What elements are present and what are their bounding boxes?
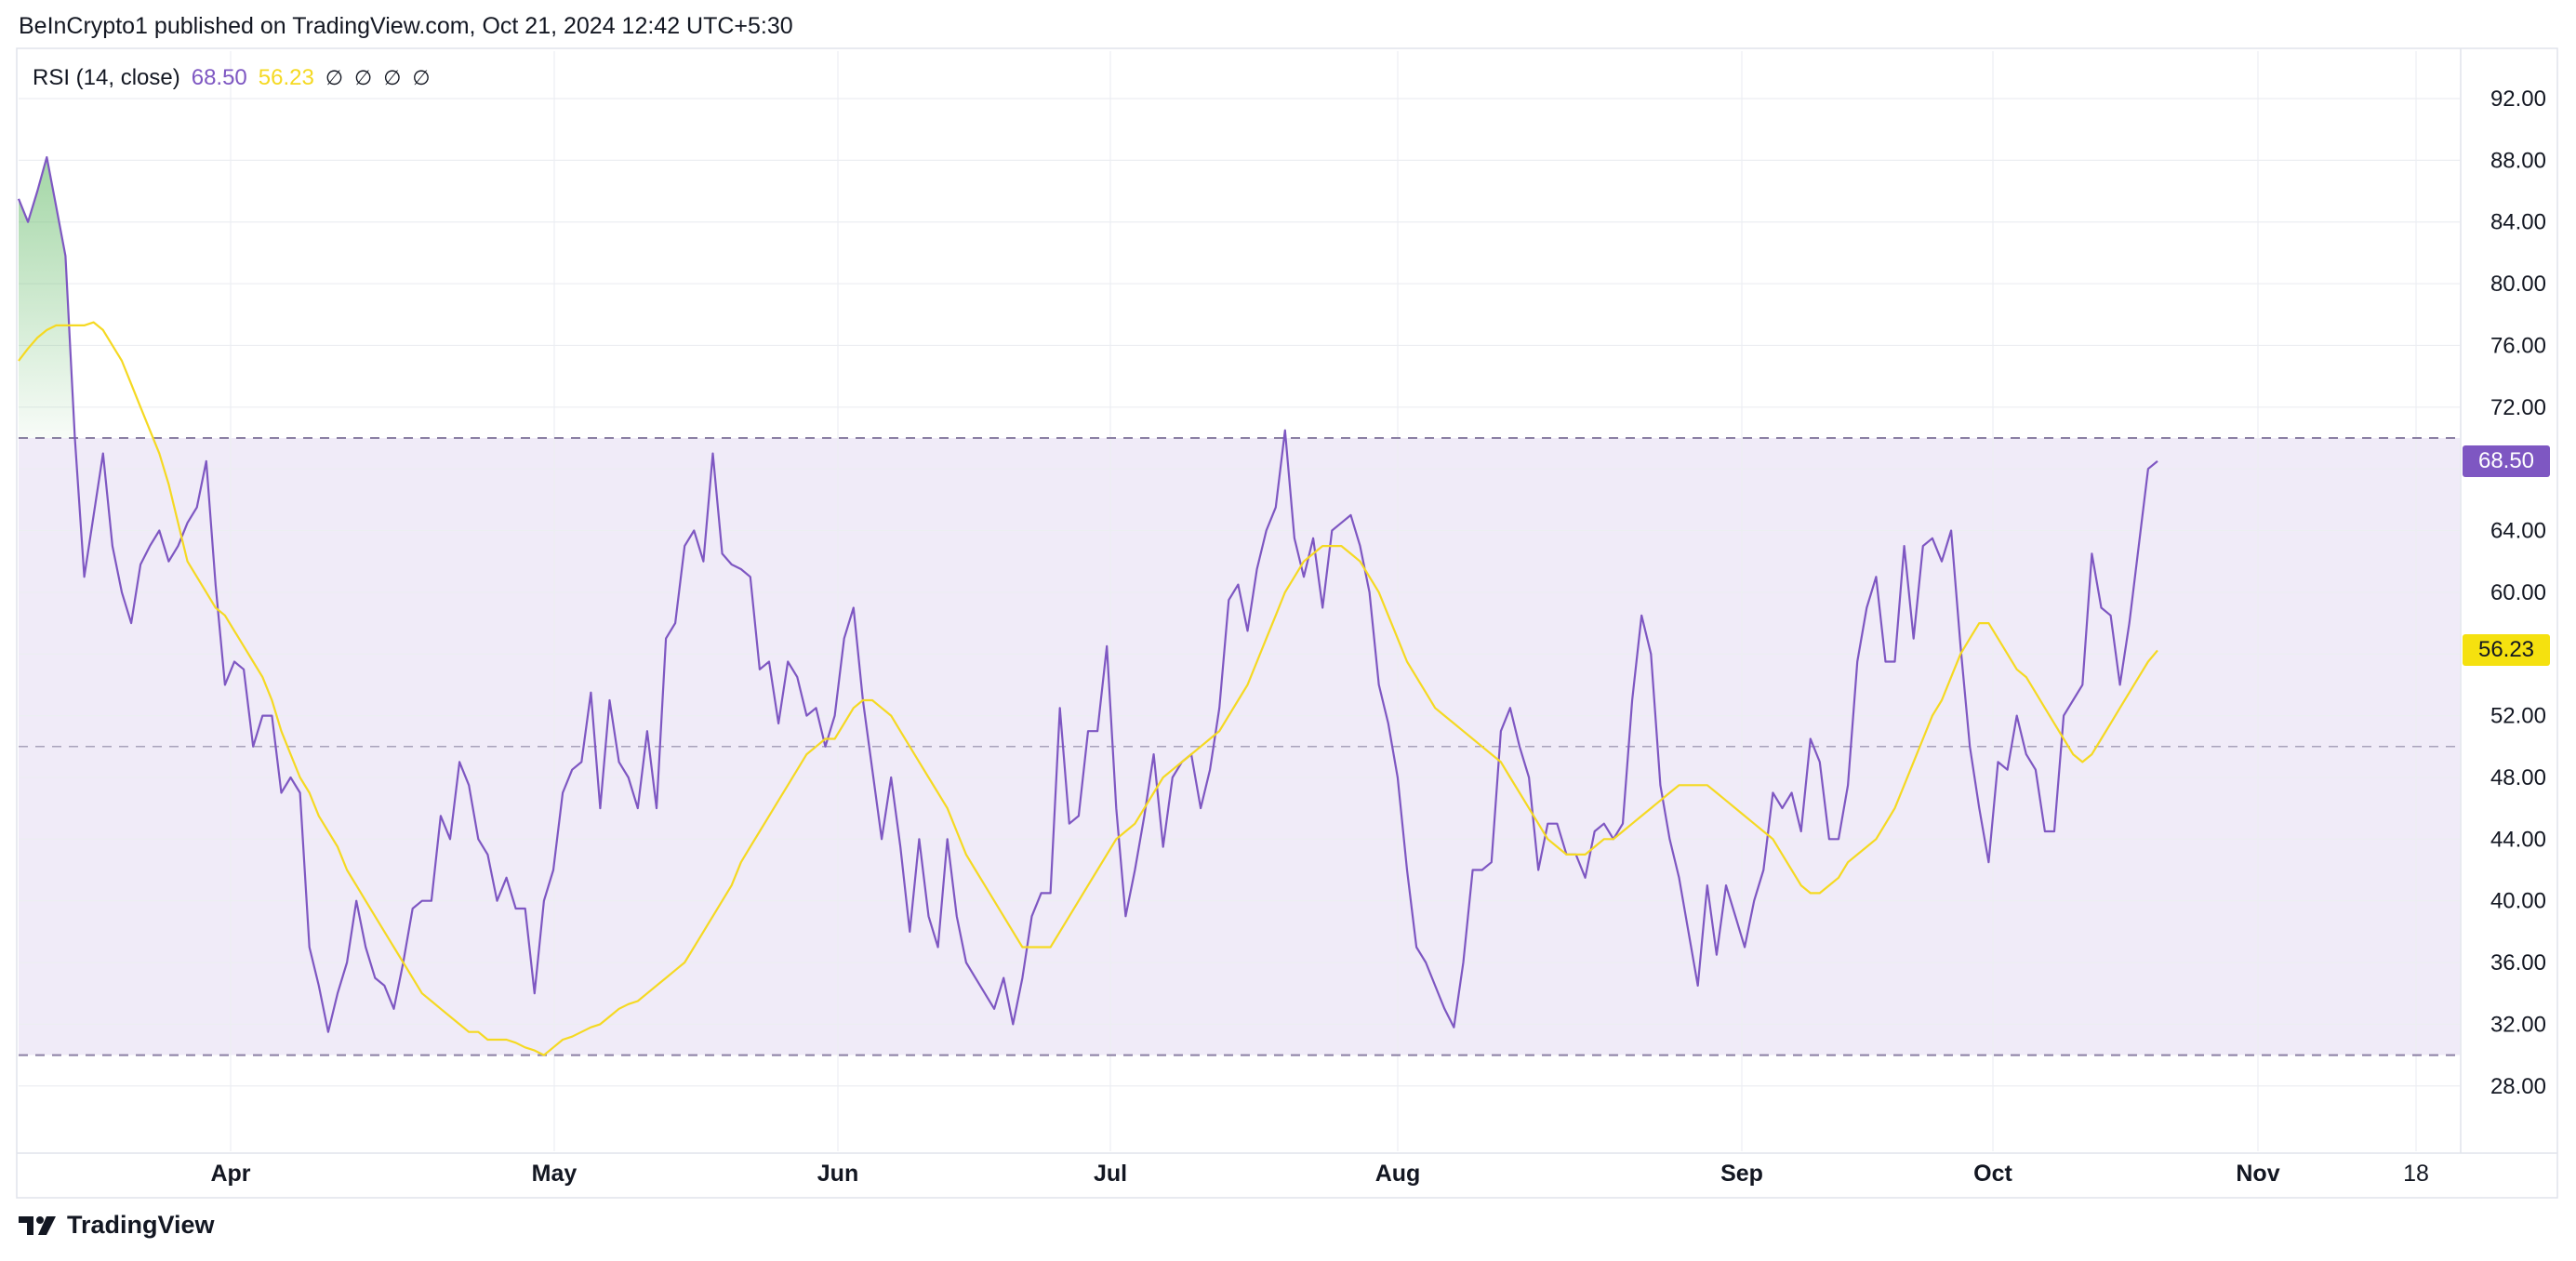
legend-label: RSI (14, close) bbox=[33, 65, 180, 90]
overbought-fill bbox=[19, 157, 75, 438]
footer[interactable]: TradingView bbox=[19, 1211, 215, 1240]
y-tick-label: 60.00 bbox=[2490, 580, 2546, 605]
y-tick-label: 28.00 bbox=[2490, 1074, 2546, 1099]
indicator-legend[interactable]: RSI (14, close) 68.50 56.23 ∅ ∅ ∅ ∅ bbox=[33, 65, 431, 91]
y-tick-label: 32.00 bbox=[2490, 1012, 2546, 1037]
y-tick-label: 72.00 bbox=[2490, 395, 2546, 420]
y-tick-label: 88.00 bbox=[2490, 148, 2546, 173]
x-tick-label: Jul bbox=[1094, 1161, 1127, 1187]
y-axis-ticks: 92.00 88.00 84.00 80.00 76.00 72.00 64.00 60.00… bbox=[2490, 86, 2546, 1099]
series-layer bbox=[17, 155, 2158, 1056]
x-tick-label: Jun bbox=[817, 1161, 858, 1187]
y-tick-label: 92.00 bbox=[2490, 86, 2546, 112]
y-tick-label: 64.00 bbox=[2490, 519, 2546, 544]
rsi-ma-line bbox=[18, 321, 2158, 1056]
legend-rsi-value: 68.50 bbox=[191, 65, 247, 90]
legend-empty-value-1: ∅ bbox=[325, 66, 344, 89]
legend-empty-value-4: ∅ bbox=[412, 66, 431, 89]
x-tick-label: Oct bbox=[1973, 1161, 2012, 1187]
y-tick-label: 52.00 bbox=[2490, 704, 2546, 729]
chart-frame bbox=[16, 47, 2558, 1199]
publish-header: BeInCrypto1 published on TradingView.com… bbox=[19, 13, 793, 39]
x-tick-label: Apr bbox=[210, 1161, 250, 1187]
x-tick-label: Nov bbox=[2236, 1161, 2279, 1187]
ma-price-badge: 56.23 bbox=[2463, 634, 2550, 667]
y-tick-label: 76.00 bbox=[2490, 333, 2546, 358]
x-tick-label: Sep bbox=[1720, 1161, 1763, 1187]
y-tick-label: 84.00 bbox=[2490, 210, 2546, 235]
legend-empty-value-3: ∅ bbox=[383, 66, 402, 89]
y-tick-label: 40.00 bbox=[2490, 889, 2546, 914]
x-tick-label: 18 bbox=[2403, 1161, 2429, 1187]
x-tick-label: Aug bbox=[1375, 1161, 1421, 1187]
tradingview-brand: TradingView bbox=[67, 1211, 215, 1239]
tradingview-logo-icon bbox=[19, 1215, 56, 1235]
y-tick-label: 36.00 bbox=[2490, 950, 2546, 976]
rsi-price-badge: 68.50 bbox=[2463, 445, 2550, 477]
legend-empty-value-2: ∅ bbox=[354, 66, 373, 89]
x-axis-ticks: Apr May Jun Jul Aug Sep Oct Nov 18 bbox=[210, 1161, 2428, 1187]
y-tick-label: 48.00 bbox=[2490, 765, 2546, 790]
legend-ma-value: 56.23 bbox=[258, 65, 314, 90]
x-tick-label: May bbox=[532, 1161, 578, 1187]
y-tick-label: 80.00 bbox=[2490, 272, 2546, 297]
y-tick-label: 44.00 bbox=[2490, 827, 2546, 852]
rsi-line bbox=[17, 155, 2158, 1033]
overbought-fill-layer bbox=[19, 157, 1286, 438]
